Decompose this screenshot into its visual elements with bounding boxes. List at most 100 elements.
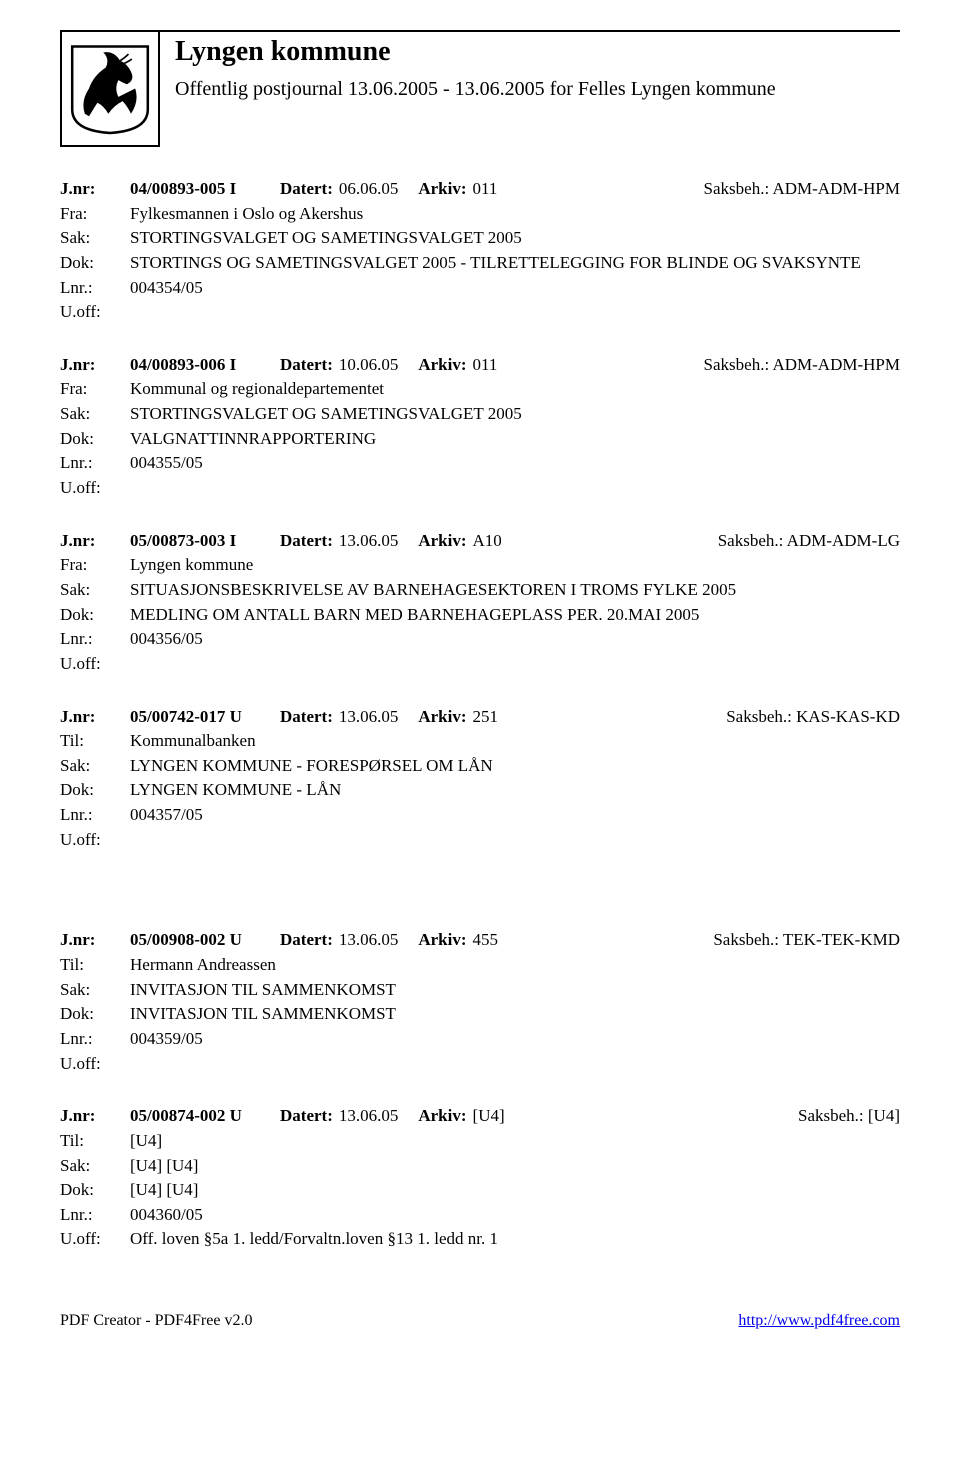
datert-value: 13.06.05 bbox=[339, 705, 399, 730]
party-value: [U4] bbox=[130, 1129, 900, 1154]
dok-value: INVITASJON TIL SAMMENKOMST bbox=[130, 1002, 900, 1027]
sak-label: Sak: bbox=[60, 226, 130, 251]
uoff-label: U.off: bbox=[60, 652, 130, 677]
entry-firstline: 04/00893-006 IDatert:10.06.05 Arkiv: 011 Sa… bbox=[130, 353, 900, 378]
dok-label: Dok: bbox=[60, 427, 130, 452]
uoff-label: U.off: bbox=[60, 1227, 130, 1252]
journal-entry: J.nr:05/00873-003 IDatert:13.06.05 Arkiv:… bbox=[60, 529, 900, 677]
uoff-value bbox=[130, 828, 900, 853]
dok-value: STORTINGS OG SAMETINGSVALGET 2005 - TILR… bbox=[130, 251, 900, 276]
arkiv-value: 011 bbox=[473, 353, 498, 378]
jnr-value: 04/00893-005 I bbox=[130, 177, 280, 202]
dok-value: MEDLING OM ANTALL BARN MED BARNEHAGEPLAS… bbox=[130, 603, 900, 628]
dok-value: VALGNATTINNRAPPORTERING bbox=[130, 427, 900, 452]
lnr-value: 004360/05 bbox=[130, 1203, 900, 1228]
lnr-label: Lnr.: bbox=[60, 803, 130, 828]
lnr-label: Lnr.: bbox=[60, 627, 130, 652]
saksbeh: Saksbeh.: ADM-ADM-HPM bbox=[704, 177, 900, 202]
uoff-label: U.off: bbox=[60, 1052, 130, 1077]
datert-label: Datert: bbox=[280, 353, 333, 378]
journal-entry: J.nr:05/00742-017 UDatert:13.06.05 Arkiv:… bbox=[60, 705, 900, 853]
sak-label: Sak: bbox=[60, 754, 130, 779]
arkiv-label: Arkiv: bbox=[418, 353, 466, 378]
datert-value: 13.06.05 bbox=[339, 1104, 399, 1129]
jnr-value: 05/00908-002 U bbox=[130, 928, 280, 953]
party-label: Til: bbox=[60, 729, 130, 754]
journal-entry: J.nr:05/00874-002 UDatert:13.06.05 Arkiv:… bbox=[60, 1104, 900, 1252]
arkiv-value: 011 bbox=[473, 177, 498, 202]
entry-firstline: 04/00893-005 IDatert:06.06.05Arkiv:011Sa… bbox=[130, 177, 900, 202]
page-header: Lyngen kommune Offentlig postjournal 13.… bbox=[60, 30, 900, 147]
uoff-label: U.off: bbox=[60, 828, 130, 853]
datert-label: Datert: bbox=[280, 705, 333, 730]
arkiv-label: Arkiv: bbox=[418, 529, 466, 554]
entry-firstline: 05/00874-002 UDatert:13.06.05 Arkiv: [U4] S… bbox=[130, 1104, 900, 1129]
journal-entry: J.nr:04/00893-006 IDatert:10.06.05Arkiv:… bbox=[60, 353, 900, 501]
arkiv-value: A10 bbox=[473, 529, 502, 554]
entry-firstline: 05/00908-002 UDatert:13.06.05Arkiv:455Sa… bbox=[130, 928, 900, 953]
footer-left: PDF Creator - PDF4Free v2.0 bbox=[60, 1312, 252, 1330]
footer-link[interactable]: http://www.pdf4free.com bbox=[738, 1312, 900, 1330]
party-value: Lyngen kommune bbox=[130, 553, 900, 578]
uoff-value bbox=[130, 1052, 900, 1077]
sak-value: INVITASJON TIL SAMMENKOMST bbox=[130, 978, 900, 1003]
arkiv-label: Arkiv: bbox=[418, 705, 466, 730]
saksbeh: Saksbeh.: KAS-KAS-KD bbox=[726, 705, 900, 730]
datert-value: 13.06.05 bbox=[339, 529, 399, 554]
jnr-value: 05/00742-017 U bbox=[130, 705, 280, 730]
lnr-label: Lnr.: bbox=[60, 276, 130, 301]
sak-label: Sak: bbox=[60, 578, 130, 603]
saksbeh: Saksbeh.: ADM-ADM-LG bbox=[718, 529, 900, 554]
jnr-label: J.nr: bbox=[60, 529, 130, 554]
datert-label: Datert: bbox=[280, 177, 333, 202]
lnr-label: Lnr.: bbox=[60, 451, 130, 476]
dok-label: Dok: bbox=[60, 778, 130, 803]
arkiv-value: [U4] bbox=[473, 1104, 505, 1129]
lnr-value: 004357/05 bbox=[130, 803, 900, 828]
dok-label: Dok: bbox=[60, 1178, 130, 1203]
party-value: Kommunalbanken bbox=[130, 729, 900, 754]
sak-value: LYNGEN KOMMUNE - FORESPØRSEL OM LÅN bbox=[130, 754, 900, 779]
lnr-value: 004355/05 bbox=[130, 451, 900, 476]
party-label: Fra: bbox=[60, 377, 130, 402]
saksbeh: Saksbeh.: [U4] bbox=[798, 1104, 900, 1129]
saksbeh: Saksbeh.: ADM-ADM-HPM bbox=[704, 353, 900, 378]
journal-entry: J.nr:05/00908-002 UDatert:13.06.05Arkiv:… bbox=[60, 928, 900, 1076]
sak-value: STORTINGSVALGET OG SAMETINGSVALGET 2005 bbox=[130, 402, 900, 427]
lnr-label: Lnr.: bbox=[60, 1203, 130, 1228]
party-label: Til: bbox=[60, 1129, 130, 1154]
dok-label: Dok: bbox=[60, 603, 130, 628]
jnr-value: 04/00893-006 I bbox=[130, 353, 280, 378]
party-label: Fra: bbox=[60, 553, 130, 578]
datert-label: Datert: bbox=[280, 529, 333, 554]
dok-value: [U4] [U4] bbox=[130, 1178, 900, 1203]
dok-value: LYNGEN KOMMUNE - LÅN bbox=[130, 778, 900, 803]
party-label: Fra: bbox=[60, 202, 130, 227]
entry-firstline: 05/00873-003 IDatert:13.06.05 Arkiv: A10 Sa… bbox=[130, 529, 900, 554]
dok-label: Dok: bbox=[60, 1002, 130, 1027]
journal-entries: J.nr:04/00893-005 IDatert:06.06.05Arkiv:… bbox=[60, 177, 900, 1252]
lnr-value: 004356/05 bbox=[130, 627, 900, 652]
arkiv-value: 455 bbox=[473, 928, 499, 953]
section-gap bbox=[60, 880, 900, 928]
uoff-value: Off. loven §5a 1. ledd/Forvaltn.loven §1… bbox=[130, 1227, 900, 1252]
uoff-value bbox=[130, 300, 900, 325]
arkiv-label: Arkiv: bbox=[418, 1104, 466, 1129]
arkiv-label: Arkiv: bbox=[418, 928, 466, 953]
datert-value: 10.06.05 bbox=[339, 353, 399, 378]
jnr-value: 05/00873-003 I bbox=[130, 529, 280, 554]
jnr-label: J.nr: bbox=[60, 1104, 130, 1129]
header-title: Lyngen kommune bbox=[175, 36, 900, 68]
header-subtitle: Offentlig postjournal 13.06.2005 - 13.06… bbox=[175, 76, 900, 102]
sak-value: STORTINGSVALGET OG SAMETINGSVALGET 2005 bbox=[130, 226, 900, 251]
jnr-label: J.nr: bbox=[60, 177, 130, 202]
lnr-label: Lnr.: bbox=[60, 1027, 130, 1052]
party-label: Til: bbox=[60, 953, 130, 978]
jnr-value: 05/00874-002 U bbox=[130, 1104, 280, 1129]
header-text-block: Lyngen kommune Offentlig postjournal 13.… bbox=[175, 32, 900, 102]
jnr-label: J.nr: bbox=[60, 705, 130, 730]
jnr-label: J.nr: bbox=[60, 928, 130, 953]
uoff-value bbox=[130, 476, 900, 501]
page-footer: PDF Creator - PDF4Free v2.0 http://www.p… bbox=[60, 1312, 900, 1330]
datert-label: Datert: bbox=[280, 1104, 333, 1129]
